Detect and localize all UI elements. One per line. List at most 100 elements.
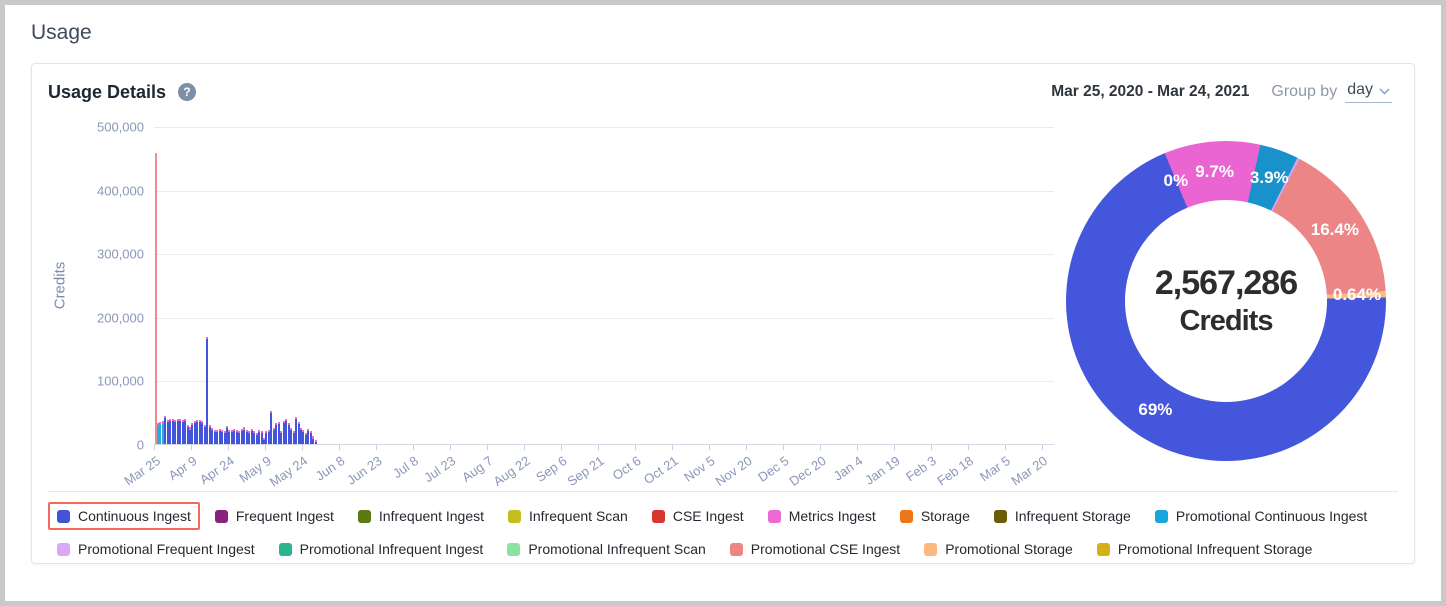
x-tick [634,445,636,450]
page-title: Usage [31,21,92,44]
legend-item-promotional-cse-ingest[interactable]: Promotional CSE Ingest [721,535,909,563]
legend-swatch-icon [1154,509,1168,523]
bar-tip [304,432,307,435]
bar-tip [255,432,258,435]
x-tick-label: May 24 [267,453,311,490]
group-by-value: day [1347,81,1373,98]
donut-label-other: 0% [1163,170,1189,190]
gridline [154,127,1054,128]
help-icon[interactable]: ? [178,83,197,101]
legend-swatch-icon [729,542,743,556]
bar-tip [262,438,265,441]
bar-tip [193,421,196,424]
donut-label-continuous-ingest: 69% [1138,399,1173,419]
bar-tip [226,426,228,429]
bar-14 [189,427,192,444]
bar-tip [164,416,167,419]
legend-item-storage[interactable]: Storage [891,502,979,530]
legend-item-continuous-ingest[interactable]: Continuous Ingest [48,502,200,530]
donut-ring: 2,567,286 Credits 9.7% 3.9% 16.4% 0.64% 69% 0… [1066,141,1386,461]
bar-tip [287,423,290,426]
bar-52 [282,421,285,444]
bar-50 [277,421,280,444]
x-tick-label: Sep 6 [533,453,570,485]
bar-tip [299,428,302,431]
bar-5 [166,419,169,444]
legend-item-infrequent-scan[interactable]: Infrequent Scan [499,502,637,530]
legend-item-promotional-infrequent-scan[interactable]: Promotional Infrequent Scan [498,535,714,563]
x-tick [1004,445,1006,450]
legend-item-promotional-continuous-ingest[interactable]: Promotional Continuous Ingest [1146,502,1376,530]
bar-56 [292,431,295,444]
legend-swatch-icon [214,509,228,523]
legend-item-infrequent-storage[interactable]: Infrequent Storage [985,502,1140,530]
bar-23 [211,428,214,444]
x-tick [412,445,414,450]
bar-0 [154,152,157,444]
donut-label-promotional-continuous-ingest: 3.9% [1249,168,1289,188]
bar-7 [171,419,174,444]
x-tick-label: Nov 5 [680,453,718,485]
bar-40 [253,431,256,444]
legend-label: Infrequent Ingest [378,508,484,524]
bar-13 [186,424,189,444]
legend-item-promotional-infrequent-storage[interactable]: Promotional Infrequent Storage [1088,535,1322,563]
bar-tip [179,419,182,422]
bar-42 [258,430,261,444]
bar-39 [250,428,253,444]
legend-swatch-icon [767,509,781,523]
legend-item-metrics-ingest[interactable]: Metrics Ingest [759,502,885,530]
bar-2 [159,421,162,444]
bar-53 [285,418,288,444]
x-tick [930,445,932,450]
bar-tip [223,431,226,434]
bar-tip [208,424,211,428]
y-tick-label: 300,000 [97,246,144,262]
bar-33 [235,430,238,444]
legend-item-frequent-ingest[interactable]: Frequent Ingest [206,502,343,530]
bar-29 [226,426,228,444]
bar-47 [270,410,273,444]
x-tick [819,445,821,450]
x-tick [154,445,155,450]
bar-tip [295,417,298,420]
bar-57 [295,417,298,444]
legend-swatch-icon [508,509,521,523]
bar-11 [181,419,184,444]
x-tick [671,445,673,450]
legend-item-infrequent-ingest[interactable]: Infrequent Ingest [349,502,493,530]
legend-item-promotional-storage[interactable]: Promotional Storage [915,535,1082,563]
bar-tip [206,337,209,340]
group-by-control: Group by day [1271,81,1392,103]
bar-tip [166,419,169,423]
legend-item-promotional-infrequent-ingest[interactable]: Promotional Infrequent Ingest [270,535,493,563]
gridline [154,317,1054,319]
x-tick [190,445,192,450]
x-tick-label: May 9 [235,453,274,486]
x-tick-label: Mar 20 [1008,453,1051,489]
donut-label-metrics-ingest: 9.7% [1195,161,1234,181]
usage-details-panel: Usage Details ? Mar 25, 2020 - Mar 24, 2… [31,63,1415,564]
bar-tip [233,428,236,431]
x-tick-label: Mar 25 [120,453,163,489]
bar-tip [201,421,204,424]
y-tick-label: 500,000 [97,119,144,135]
legend-label: Infrequent Storage [1014,508,1131,524]
x-tick-label: Dec 5 [754,453,792,485]
bar-18 [198,419,201,444]
legend-item-cse-ingest[interactable]: CSE Ingest [643,502,753,530]
bar-60 [302,430,305,444]
group-by-dropdown[interactable]: day [1345,81,1392,103]
x-tick [227,445,229,450]
x-tick-label: Feb 18 [934,453,977,489]
bar-tip [169,418,172,421]
legend-item-promotional-frequent-ingest[interactable]: Promotional Frequent Ingest [48,535,264,563]
x-axis-line [154,444,1054,445]
bar-tip [297,421,300,424]
bar-16 [193,421,196,444]
panel-header: Usage Details ? Mar 25, 2020 - Mar 24, 2… [48,77,1398,107]
donut-label-promotional-storage: 0.64% [1332,285,1382,305]
bar-tip [198,419,201,423]
bar-tip [245,430,248,433]
bar-20 [203,424,206,444]
